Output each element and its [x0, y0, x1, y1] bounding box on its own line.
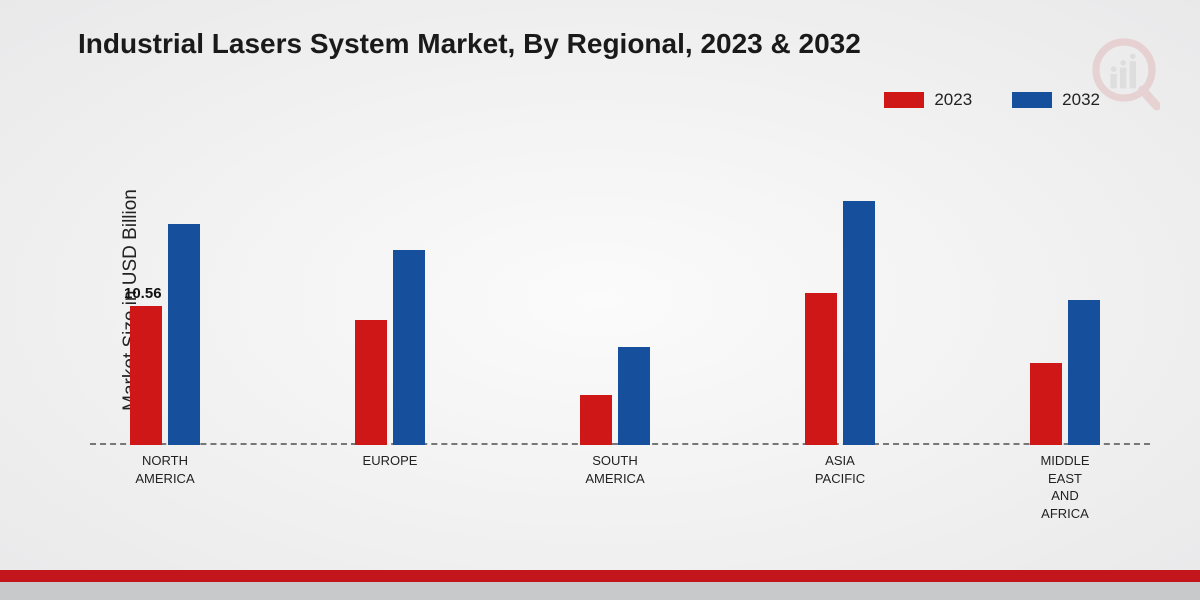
x-tick-label: SOUTH AMERICA: [585, 452, 644, 487]
bar: [1068, 300, 1100, 445]
bar-group: [130, 224, 200, 445]
legend-swatch-2032: [1012, 92, 1052, 108]
legend: 2023 2032: [884, 90, 1100, 110]
x-tick-label: EUROPE: [363, 452, 418, 470]
chart-title: Industrial Lasers System Market, By Regi…: [78, 28, 861, 60]
bar-group: [1030, 300, 1100, 445]
legend-swatch-2023: [884, 92, 924, 108]
bar: [130, 306, 162, 445]
legend-label-2023: 2023: [934, 90, 972, 110]
bar-group: [355, 250, 425, 445]
plot-area: 10.56: [90, 155, 1150, 445]
value-label: 10.56: [124, 285, 162, 302]
bar: [393, 250, 425, 445]
bar: [805, 293, 837, 445]
footer-bar-red: [0, 570, 1200, 582]
x-tick-label: ASIA PACIFIC: [815, 452, 865, 487]
bar-group: [805, 201, 875, 445]
x-tick-label: NORTH AMERICA: [135, 452, 194, 487]
bar: [1030, 363, 1062, 445]
bar: [618, 347, 650, 445]
x-axis-labels: NORTH AMERICA EUROPE SOUTH AMERICA ASIA PAC…: [90, 452, 1150, 532]
bar: [355, 320, 387, 445]
legend-item-2032: 2032: [1012, 90, 1100, 110]
legend-label-2032: 2032: [1062, 90, 1100, 110]
legend-item-2023: 2023: [884, 90, 972, 110]
footer-bar-gray: [0, 582, 1200, 600]
bar: [580, 395, 612, 445]
bar: [168, 224, 200, 445]
x-tick-label: MIDDLE EAST AND AFRICA: [1040, 452, 1089, 522]
bar-group: [580, 347, 650, 445]
bar: [843, 201, 875, 445]
